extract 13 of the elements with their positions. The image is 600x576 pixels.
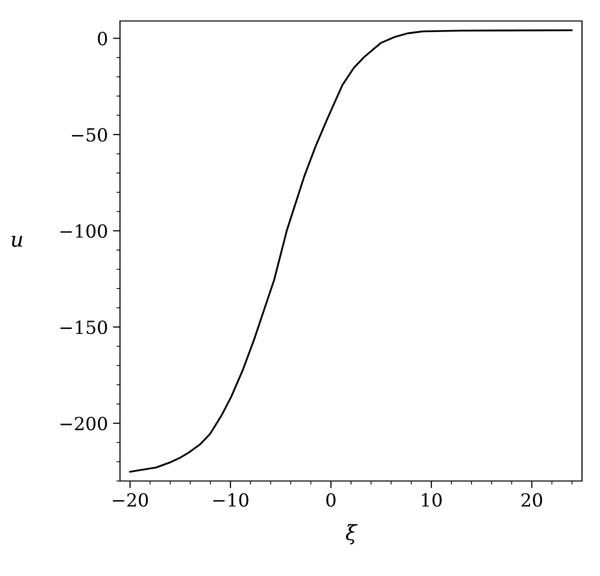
y-tick-label: −50 <box>72 128 107 142</box>
x-tick-label: −10 <box>213 493 248 507</box>
x-tick-label: −20 <box>112 493 148 507</box>
y-tick-label: −200 <box>60 416 107 430</box>
x-tick-label: 0 <box>326 493 336 507</box>
y-tick-label: −150 <box>60 320 107 334</box>
y-axis-title: u <box>12 236 22 247</box>
x-axis-title: ξ <box>346 524 358 544</box>
y-tick-label: 0 <box>98 32 107 46</box>
x-tick-label: 20 <box>522 493 542 507</box>
y-tick-label: −100 <box>60 224 107 238</box>
line-series <box>129 29 573 473</box>
x-tick-label: 10 <box>422 493 442 507</box>
